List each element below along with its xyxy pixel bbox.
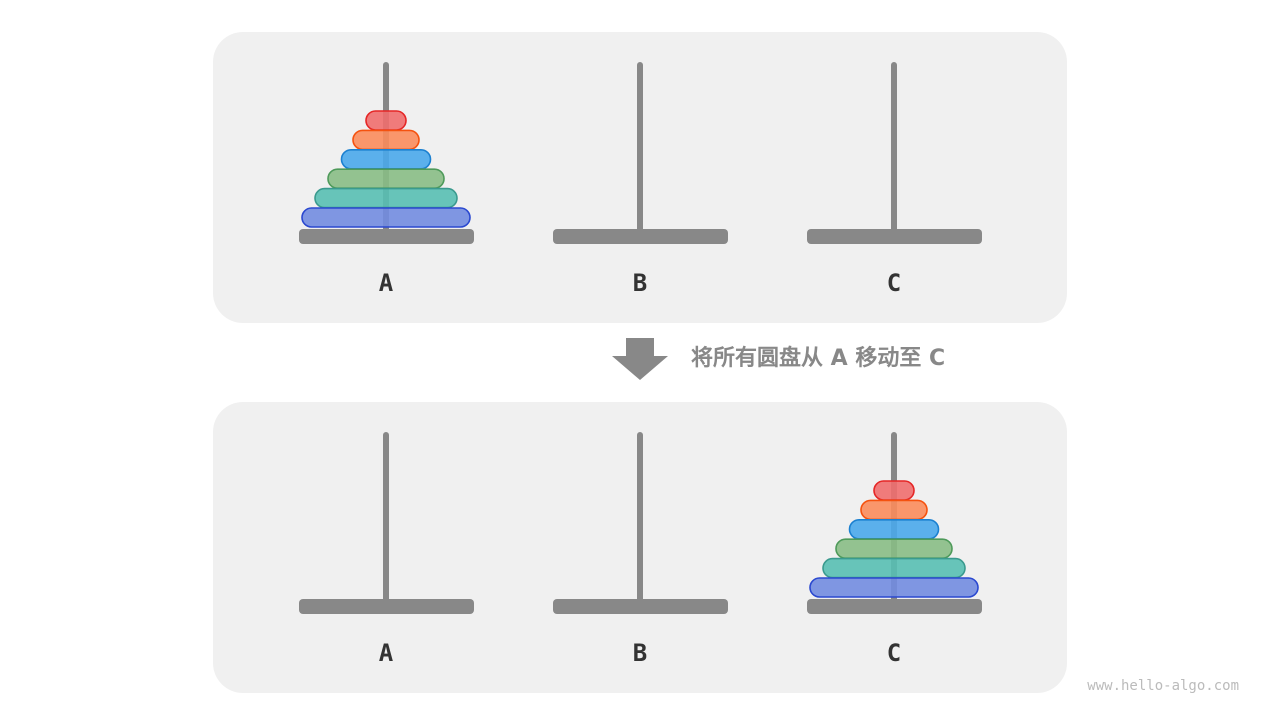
state-panel-1: A B C: [213, 32, 1067, 323]
disk-1: [365, 110, 407, 131]
peg-A: A: [299, 432, 474, 667]
peg-label: C: [887, 269, 901, 297]
peg-B: B: [553, 62, 728, 297]
peg-C: C: [807, 62, 982, 297]
disk-3: [848, 518, 940, 540]
move-arrow-icon: [612, 338, 668, 380]
rod: [637, 432, 643, 602]
state-panel-2: A B C: [213, 402, 1067, 693]
base: [299, 229, 474, 244]
peg-label: C: [887, 639, 901, 667]
disk-5: [314, 187, 458, 209]
peg-label: B: [633, 639, 647, 667]
base: [299, 599, 474, 614]
rod: [383, 432, 389, 602]
base: [807, 229, 982, 244]
disk-2: [352, 129, 420, 151]
disk-6: [301, 207, 471, 228]
rod: [637, 62, 643, 232]
peg-A: A: [299, 62, 474, 297]
disk-6: [809, 577, 979, 598]
disk-2: [860, 499, 928, 521]
disk-5: [822, 557, 966, 579]
base: [807, 599, 982, 614]
peg-label: A: [379, 269, 394, 297]
peg-C: C: [807, 432, 982, 667]
peg-label: B: [633, 269, 647, 297]
peg-label: A: [379, 639, 394, 667]
disk-4: [835, 538, 953, 560]
watermark: www.hello-algo.com: [1087, 678, 1239, 694]
disk-1: [873, 480, 915, 501]
base: [553, 599, 728, 614]
peg-B: B: [553, 432, 728, 667]
disk-3: [340, 149, 432, 170]
disk-4: [327, 168, 445, 189]
caption: 将所有圆盘从 A 移动至 C: [691, 345, 945, 371]
base: [553, 229, 728, 244]
rod: [891, 62, 897, 232]
